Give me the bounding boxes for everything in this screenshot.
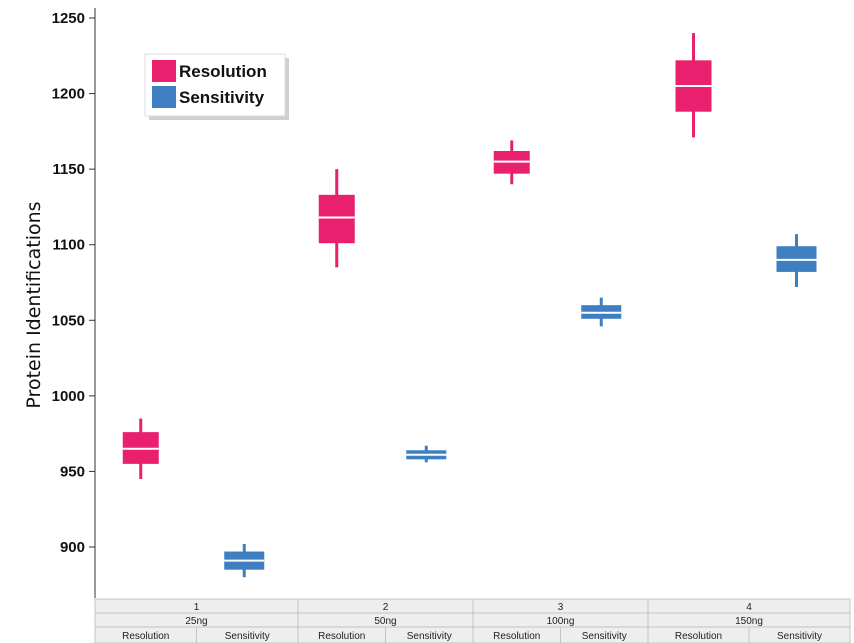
group-amount-label: 100ng — [547, 616, 575, 627]
box-resolution-1 — [122, 418, 159, 479]
category-label: Resolution — [493, 631, 540, 642]
plot-area — [122, 33, 817, 578]
group-index-label: 1 — [194, 602, 200, 613]
category-label: Resolution — [675, 631, 722, 642]
y-tick-label: 1000 — [52, 388, 85, 405]
legend-label-sensitivity: Sensitivity — [179, 88, 265, 107]
box-sensitivity-2 — [406, 445, 447, 463]
box-body — [318, 194, 355, 244]
box-resolution-4 — [675, 33, 712, 138]
category-label: Resolution — [122, 631, 169, 642]
y-tick-label: 1100 — [52, 237, 85, 254]
legend: Resolution Sensitivity — [144, 53, 289, 120]
legend-label-resolution: Resolution — [179, 62, 267, 81]
y-tick-label: 1250 — [52, 10, 85, 27]
legend-swatch-sensitivity — [152, 86, 176, 108]
y-tick-label: 950 — [60, 463, 85, 480]
category-label: Sensitivity — [777, 631, 822, 642]
y-tick-label: 1050 — [52, 312, 85, 329]
group-amount-label: 150ng — [735, 616, 763, 627]
group-index-label: 3 — [558, 602, 564, 613]
legend-swatch-resolution — [152, 60, 176, 82]
box-resolution-2 — [318, 169, 355, 268]
y-axis-label: Protein Identifications — [23, 201, 45, 408]
box-resolution-3 — [493, 140, 530, 185]
box-sensitivity-3 — [581, 297, 622, 327]
y-tick-label: 1150 — [52, 161, 85, 178]
y-tick-label: 900 — [60, 539, 85, 556]
group-index-label: 4 — [746, 602, 752, 613]
y-axis: 900 950 1000 1050 1100 1150 1200 1250 — [52, 8, 96, 598]
box-sensitivity-4 — [776, 234, 817, 288]
group-amount-label: 50ng — [374, 616, 396, 627]
x-axis-header-table: 1 25ng Resolution Sensitivity 2 50ng Resolutio… — [94, 598, 851, 643]
group-index-label: 2 — [383, 602, 389, 613]
category-label: Sensitivity — [407, 631, 452, 642]
group-amount-label: 25ng — [185, 616, 207, 627]
category-label: Sensitivity — [582, 631, 627, 642]
category-label: Sensitivity — [225, 631, 270, 642]
box-sensitivity-1 — [224, 543, 265, 578]
y-tick-label: 1200 — [52, 86, 85, 103]
category-label: Resolution — [318, 631, 365, 642]
